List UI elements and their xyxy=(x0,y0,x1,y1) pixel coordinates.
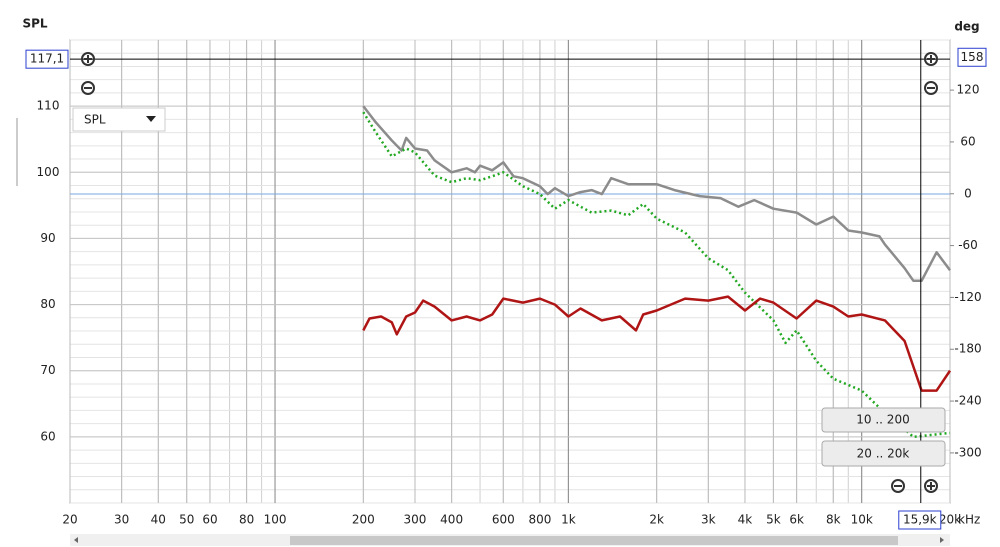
x-tick-label: 200 xyxy=(352,513,375,527)
x-tick-label: 1k xyxy=(561,513,576,527)
dropdown-label: SPL xyxy=(84,113,106,127)
x-tick-label: 20k xyxy=(939,513,961,527)
y-tick-label: 70 xyxy=(40,363,55,377)
x-tick-label: 20 xyxy=(62,513,77,527)
scrollbar[interactable] xyxy=(70,534,950,546)
series xyxy=(70,40,952,503)
y-tick-label: 90 xyxy=(40,231,55,245)
y-axis-title: SPL xyxy=(22,17,47,31)
cursor-y-label: 117,1 xyxy=(30,52,64,66)
y2-tick-label: -120 xyxy=(954,290,981,304)
x-tick-label: 3k xyxy=(701,513,716,527)
zoom-button[interactable]: 20 .. 20k xyxy=(821,440,946,467)
y2-tick-label: 120 xyxy=(957,83,980,97)
y2-tick-label: 0 xyxy=(964,186,972,200)
labels: 20 30 40 50 60 80 100 200 300 400 600 800 1k 2k 3k 4k 5k… xyxy=(25,47,987,530)
x-tick-label: 5k xyxy=(766,513,781,527)
x-tick-label: 300 xyxy=(404,513,427,527)
series-line xyxy=(362,295,952,392)
y2-tick-label: -300 xyxy=(954,445,981,459)
x-tick-label: 6k xyxy=(789,513,804,527)
y2-tick-label: -180 xyxy=(954,342,981,356)
y2-tick-label: 60 xyxy=(960,134,975,148)
plot-area xyxy=(69,39,951,504)
side-bar xyxy=(16,118,18,186)
cursor-x-label-box xyxy=(898,510,942,530)
x-tick-label: 40 xyxy=(151,513,166,527)
x-tick-label: 2k xyxy=(649,513,664,527)
cursor-y2-label-box xyxy=(957,47,987,67)
series-line xyxy=(362,105,952,283)
x-tick-label: 600 xyxy=(492,513,515,527)
zoom-icons[interactable] xyxy=(81,52,938,493)
y-tick-label: 100 xyxy=(37,165,60,179)
dropdown[interactable]: SPL xyxy=(72,107,166,132)
zoom-button[interactable]: 10 .. 200 xyxy=(821,407,946,433)
x-tick-label: 800 xyxy=(528,513,551,527)
x-unit: kHz xyxy=(958,513,980,527)
cursor-y2-label: 158 xyxy=(961,50,984,64)
x-tick-label: 50 xyxy=(179,513,194,527)
grid xyxy=(69,39,951,504)
x-tick-label: 100 xyxy=(264,513,287,527)
y2-axis-title: deg xyxy=(954,20,979,34)
x-tick-label: 400 xyxy=(440,513,463,527)
y2-tick-label: -240 xyxy=(954,394,981,408)
series-line xyxy=(362,111,951,439)
y-tick-label: 60 xyxy=(40,429,55,443)
y2-tick-label: -60 xyxy=(958,238,978,252)
x-tick-label: 60 xyxy=(202,513,217,527)
x-tick-label: 30 xyxy=(114,513,129,527)
button-label: 10 .. 200 xyxy=(856,413,909,427)
button-label: 20 .. 20k xyxy=(857,447,910,461)
x-tick-label: 10k xyxy=(851,513,873,527)
cursor-x-label: 15,9k xyxy=(903,513,937,527)
y-tick-label: 110 xyxy=(37,99,60,113)
cursor-y-label-box xyxy=(25,49,69,69)
x-tick-label: 8k xyxy=(826,513,841,527)
x-tick-label: 80 xyxy=(239,513,254,527)
x-tick-label: 4k xyxy=(738,513,753,527)
y-tick-label: 80 xyxy=(40,297,55,311)
